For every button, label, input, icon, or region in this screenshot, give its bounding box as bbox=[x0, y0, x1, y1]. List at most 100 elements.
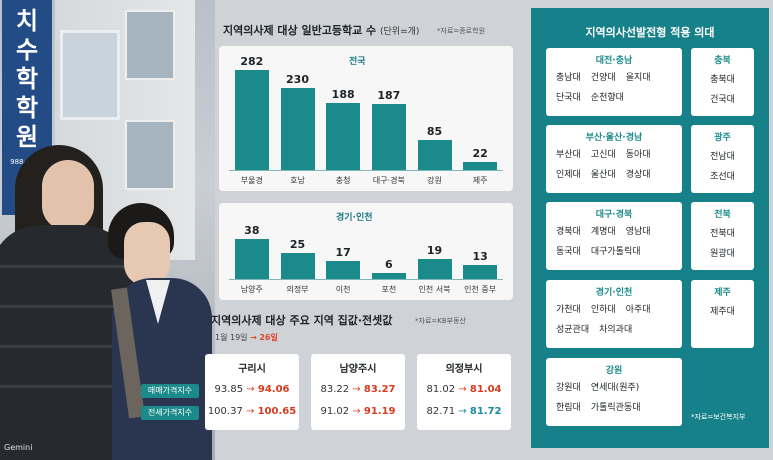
region-box: 전북 전북대 원광대 bbox=[691, 202, 754, 270]
region-name: 경기·인천 bbox=[595, 288, 633, 298]
school-name: 건국대 bbox=[710, 95, 735, 105]
bar bbox=[234, 70, 269, 170]
school-name: 인하대 bbox=[590, 305, 616, 315]
schools-title: 지역의사제 대상 일반고등학교 수 (단위=개) bbox=[223, 22, 419, 38]
arrow: → bbox=[246, 384, 255, 395]
gyeonggi-label: 경기·인천 bbox=[336, 213, 373, 223]
period-from: 1월 19일 bbox=[215, 333, 248, 342]
national-label: 전국 bbox=[349, 57, 366, 67]
bar-value: 17 bbox=[335, 246, 351, 260]
school-name: 순천향대 bbox=[590, 93, 624, 103]
bar-category: 의정부 bbox=[286, 285, 309, 294]
bar-value: 13 bbox=[472, 250, 488, 264]
bar-value: 22 bbox=[472, 147, 488, 161]
rent-to: 91.19 bbox=[363, 406, 396, 417]
boy-face bbox=[124, 222, 170, 286]
bar bbox=[326, 261, 361, 279]
school-name: 전북대 bbox=[710, 229, 735, 239]
bar bbox=[326, 103, 361, 170]
school-name: 동국대 bbox=[556, 247, 581, 257]
sale-index-row: 81.02 → 81.04 bbox=[417, 384, 511, 395]
bar bbox=[417, 139, 452, 170]
rent-index-row: 82.71 → 81.72 bbox=[417, 406, 511, 417]
rent-to: 81.72 bbox=[469, 406, 502, 417]
schools-unit: (단위=개) bbox=[380, 27, 420, 37]
bar bbox=[234, 239, 269, 279]
sale-to: 81.04 bbox=[469, 384, 502, 395]
bar bbox=[371, 103, 406, 170]
region-name: 강원 bbox=[605, 366, 623, 376]
window bbox=[125, 10, 175, 80]
city-name: 구리시 bbox=[238, 364, 266, 375]
school-name: 원광대 bbox=[710, 249, 735, 259]
school-name: 동아대 bbox=[625, 150, 651, 160]
school-name: 가톨릭관동대 bbox=[590, 403, 641, 413]
school-name: 경상대 bbox=[625, 170, 651, 180]
school-list: 가천대 인하대 아주대성균관대 차의과대 bbox=[556, 300, 676, 340]
bar-category: 포천 bbox=[381, 285, 397, 294]
background-photo: 치 수 학 학 원 988-7000 Gemini bbox=[0, 0, 215, 460]
school-name: 충남대 bbox=[556, 73, 581, 83]
region-name: 충북 bbox=[714, 56, 731, 66]
bar-category: 제주 bbox=[472, 176, 488, 185]
sale-index-row: 93.85 → 94.06 bbox=[205, 384, 299, 395]
sign-char: 원 bbox=[15, 123, 39, 151]
school-name: 한림대 bbox=[556, 403, 581, 413]
school-name: 단국대 bbox=[556, 93, 581, 103]
price-card: 남양주시 83.22 → 83.27 91.02 → 91.19 bbox=[311, 354, 405, 430]
school-name: 건양대 bbox=[590, 73, 616, 83]
sign-char: 학 bbox=[15, 65, 39, 93]
city-name: 의정부시 bbox=[445, 364, 483, 375]
prices-source: *자료=KB부동산 bbox=[415, 317, 466, 325]
school-name: 경북대 bbox=[556, 227, 581, 237]
bar bbox=[463, 265, 498, 279]
sale-index-row: 83.22 → 83.27 bbox=[311, 384, 405, 395]
school-name: 충북대 bbox=[710, 75, 735, 85]
bar-value: 25 bbox=[289, 237, 306, 251]
bar bbox=[371, 272, 406, 279]
region-box: 제주 제주대 bbox=[691, 280, 754, 348]
price-card: 구리시 93.85 → 94.06 100.37 → 100.65 bbox=[205, 354, 299, 430]
arrow: → bbox=[458, 406, 467, 417]
school-list: 강원대 연세대(원주) 한림대 가톨릭관동대 bbox=[556, 378, 676, 418]
schools-title-text: 지역의사제 대상 일반고등학교 수 bbox=[223, 24, 377, 37]
bar bbox=[280, 252, 315, 279]
rent-from: 82.71 bbox=[426, 406, 456, 417]
bar-category: 남양주 bbox=[240, 285, 263, 294]
bar-category: 인천 서북 bbox=[418, 285, 451, 294]
region-box: 대전·충남 충남대 건양대 을지대단국대 순천향대 bbox=[546, 48, 682, 116]
school-list: 충남대 건양대 을지대단국대 순천향대 bbox=[556, 68, 676, 108]
gyeonggi-chart: 경기·인천 38 남양주 25 의정부 17 이천 6 포천 19 인천 서북 13 인천 중부 bbox=[219, 203, 513, 300]
region-name: 대구·경북 bbox=[595, 210, 633, 220]
bar-value: 19 bbox=[426, 244, 443, 257]
schools-source: *자료=종로학원 bbox=[437, 27, 486, 35]
bar-value: 6 bbox=[385, 257, 393, 271]
arrow: → bbox=[246, 406, 255, 417]
sale-from: 83.22 bbox=[320, 384, 350, 395]
bar-value: 187 bbox=[377, 88, 401, 102]
bar-value: 282 bbox=[240, 55, 264, 68]
medical-school-panel: 지역의사선발전형 적용 의대 대전·충남 충남대 건양대 을지대단국대 순천향대 충북 충북… bbox=[531, 8, 769, 448]
school-name: 대구가톨릭대 bbox=[590, 247, 641, 257]
region-box: 부산·울산·경남 부산대 고신대 동아대인제대 울산대 경상대 bbox=[546, 125, 682, 193]
region-name: 부산·울산·경남 bbox=[585, 133, 643, 143]
school-name: 계명대 bbox=[590, 227, 616, 237]
school-name: 인제대 bbox=[556, 170, 581, 180]
school-name: 부산대 bbox=[556, 150, 581, 160]
school-list: 부산대 고신대 동아대인제대 울산대 경상대 bbox=[556, 145, 676, 185]
bar-category: 강원 bbox=[427, 176, 442, 185]
bar-value: 230 bbox=[286, 73, 309, 87]
sale-to: 94.06 bbox=[257, 384, 290, 395]
region-name: 광주 bbox=[714, 133, 731, 143]
school-name: 영남대 bbox=[625, 227, 651, 237]
region-name: 대전·충남 bbox=[595, 56, 633, 66]
school-count-panel: 지역의사제 대상 일반고등학교 수 (단위=개) *자료=종로학원 전국 282… bbox=[197, 8, 527, 448]
bar-category: 이천 bbox=[335, 285, 351, 294]
school-name: 전남대 bbox=[710, 152, 735, 162]
building-sign bbox=[60, 30, 120, 120]
rent-index-label: 전세가격지수 bbox=[141, 406, 199, 420]
rent-index-row: 91.02 → 91.19 bbox=[311, 406, 405, 417]
